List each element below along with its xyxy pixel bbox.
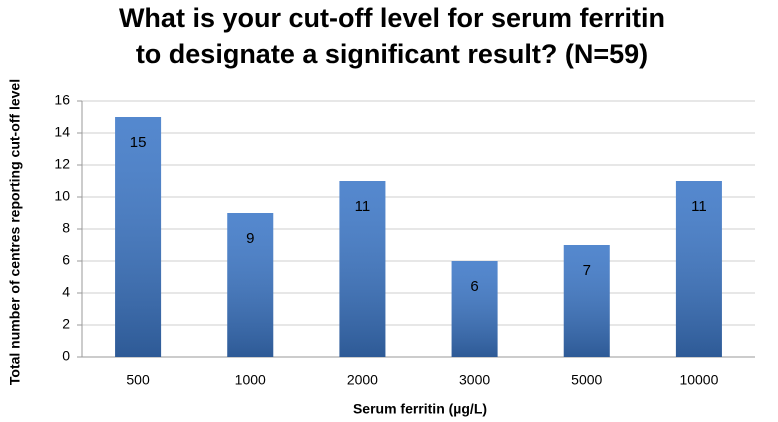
bar-shading	[675, 181, 722, 357]
x-tick-label: 1000	[235, 372, 266, 388]
y-axis-label: Total number of centres reporting cut-of…	[7, 79, 23, 385]
bar-shading	[115, 117, 162, 357]
x-axis-label: Serum ferritin (µg/L)	[353, 401, 487, 417]
y-tick-label: 4	[62, 284, 70, 300]
x-tick-label: 10000	[679, 372, 718, 388]
chart-title: What is your cut-off level for serum fer…	[119, 3, 665, 33]
data-label: 9	[246, 230, 254, 247]
data-label: 11	[691, 198, 707, 215]
y-tick-label: 0	[62, 348, 70, 364]
x-tick-label: 500	[126, 372, 150, 388]
chart-title: to designate a significant result? (N=59…	[136, 39, 648, 69]
bar-shading	[339, 181, 386, 357]
y-tick-label: 6	[62, 252, 70, 268]
bar-shading	[451, 261, 498, 357]
y-tick-label: 2	[62, 316, 70, 332]
x-tick-label: 3000	[459, 372, 490, 388]
x-tick-label: 2000	[347, 372, 378, 388]
y-tick-label: 12	[54, 156, 70, 172]
y-tick-label: 8	[62, 220, 70, 236]
bar-shading	[227, 213, 274, 357]
y-tick-label: 16	[54, 92, 70, 108]
bar-shading	[563, 245, 610, 357]
data-label: 11	[355, 198, 371, 215]
data-label: 6	[470, 278, 478, 295]
x-tick-label: 5000	[571, 372, 602, 388]
y-tick-label: 10	[54, 188, 70, 204]
data-label: 15	[130, 134, 147, 151]
data-label: 7	[583, 262, 591, 279]
y-tick-label: 14	[54, 124, 70, 140]
